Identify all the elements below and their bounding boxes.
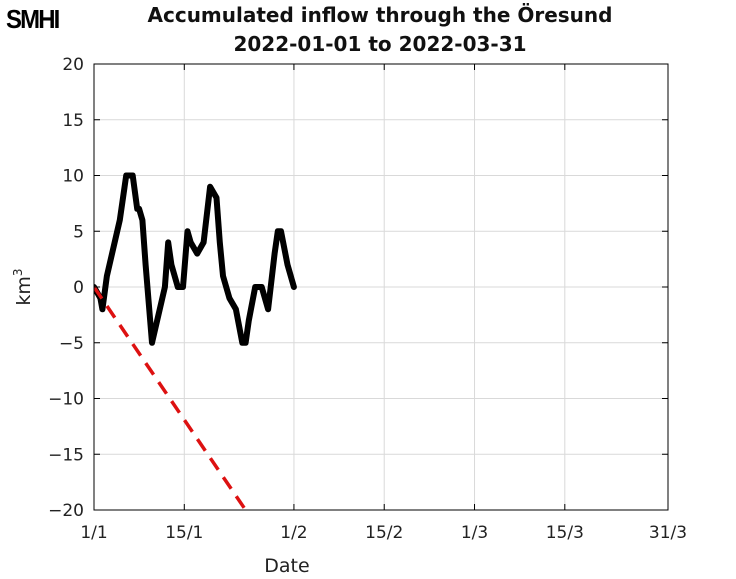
y-tick-label: −10 <box>48 390 84 410</box>
y-tick-label: 0 <box>73 278 84 298</box>
x-tick-label: 1/1 <box>80 523 107 543</box>
y-tick-label: −20 <box>48 501 84 521</box>
smhi-logo: SMHI <box>6 4 60 34</box>
x-tick-label: 15/3 <box>546 523 584 543</box>
x-axis-label: Date <box>264 555 309 577</box>
chart-title: Accumulated inflow through the Öresund <box>147 3 613 27</box>
x-tick-label: 15/2 <box>365 523 403 543</box>
x-tick-label: 1/2 <box>280 523 307 543</box>
y-tick-label: 20 <box>62 55 84 75</box>
y-tick-label: −15 <box>48 445 84 465</box>
y-tick-label: 10 <box>62 167 84 187</box>
y-axis-label: km3 <box>11 268 35 305</box>
x-tick-label: 31/3 <box>649 523 687 543</box>
chart-subtitle: 2022-01-01 to 2022-03-31 <box>233 32 527 56</box>
y-tick-label: 15 <box>62 111 84 131</box>
accumulated-inflow-line <box>94 172 297 346</box>
x-tick-label: 15/1 <box>165 523 203 543</box>
x-tick-label: 1/3 <box>461 523 488 543</box>
y-tick-label: −5 <box>59 334 84 354</box>
y-tick-label: 5 <box>73 222 84 242</box>
